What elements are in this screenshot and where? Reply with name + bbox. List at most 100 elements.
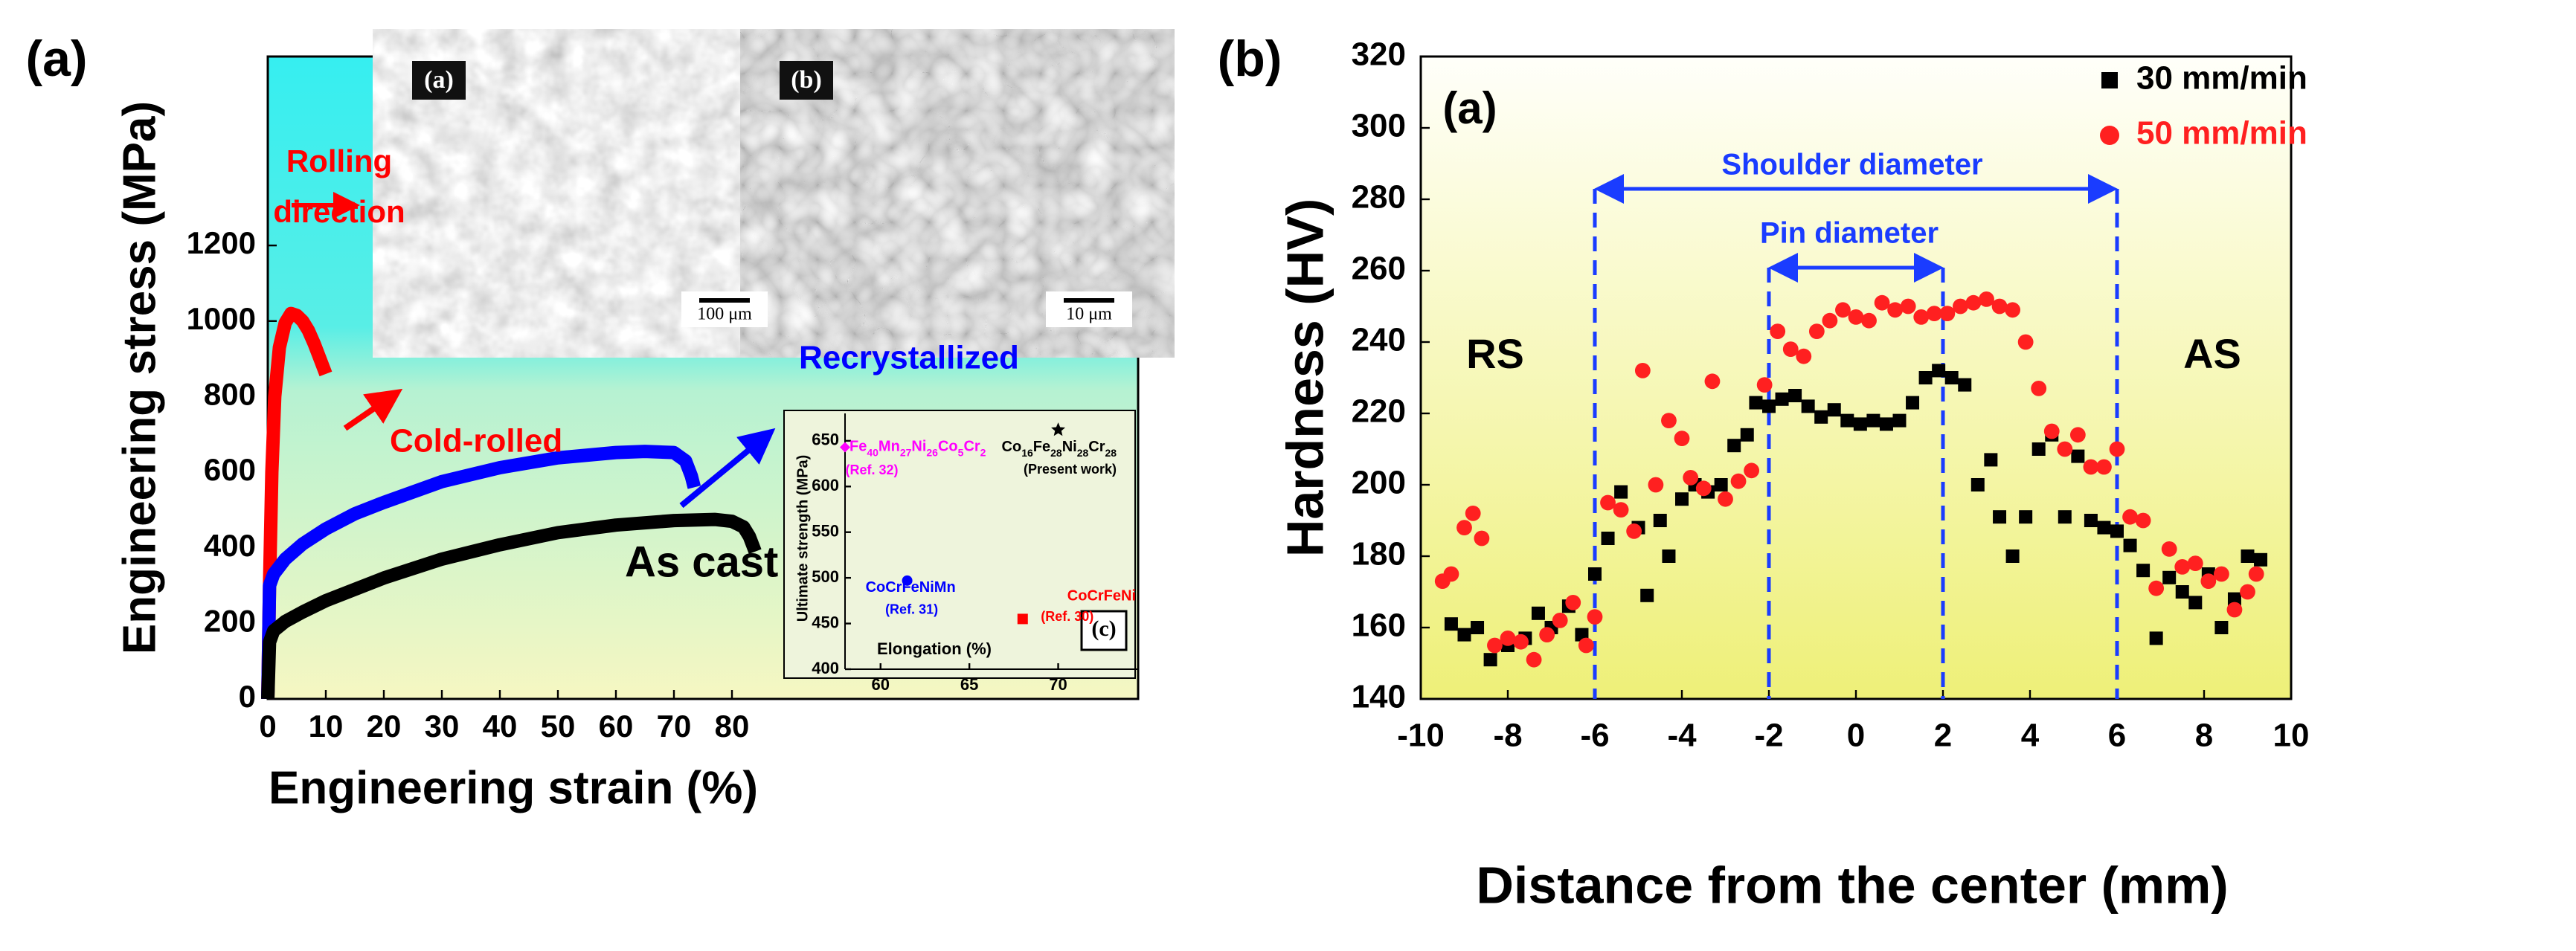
y-tick-label: 450 (812, 613, 839, 631)
inset-background (783, 410, 1136, 679)
point (1471, 621, 1485, 634)
curve (261, 445, 701, 700)
annotation: Pin diameter (1760, 217, 1939, 250)
arrow (679, 428, 776, 509)
point (1662, 549, 1676, 563)
point (840, 442, 850, 453)
micrograph (777, 57, 1138, 330)
point (2175, 585, 2189, 599)
point (2031, 442, 2046, 456)
point (1762, 399, 1776, 413)
point (1601, 532, 1615, 545)
point (1674, 431, 1690, 446)
x-tick-label: 6 (2108, 718, 2126, 754)
point (1991, 298, 2008, 315)
point (2254, 552, 2268, 567)
point (1526, 651, 1542, 668)
x-tick-label: 70 (657, 709, 692, 744)
scale-bar-box (1046, 291, 1132, 327)
point (1683, 470, 1699, 486)
y-tick-label: 500 (812, 567, 839, 586)
y-tick-label: 1000 (187, 301, 256, 336)
point (1444, 617, 1458, 631)
x-tick-label: 10 (309, 709, 344, 744)
point (2083, 459, 2099, 475)
point (1965, 294, 1982, 311)
y-axis-label: Ultimate strength (MPa) (794, 455, 811, 622)
y-tick-label: 600 (812, 476, 839, 494)
scale-bar-label: 10 μm (1066, 305, 1112, 324)
point (1483, 653, 1497, 667)
point-note: (Present work) (1024, 462, 1117, 477)
point (1626, 523, 1642, 539)
point (1565, 595, 1581, 610)
image-label-box (780, 61, 833, 100)
point (1443, 566, 1459, 582)
panel-label: (c) (1091, 616, 1116, 641)
y-axis-label: Engineering stress (MPa) (114, 101, 165, 654)
x-tick-label: 70 (1049, 675, 1067, 694)
point (1932, 364, 1946, 378)
curve (261, 512, 762, 700)
y-tick-label: 160 (1352, 607, 1406, 644)
point (1614, 485, 1628, 499)
x-tick-label: 50 (541, 709, 576, 744)
point (1958, 378, 1972, 392)
x-tick-label: -6 (1580, 718, 1609, 754)
legend-label: 30 mm/min (2136, 60, 2307, 97)
point (1796, 348, 1812, 364)
legend-label: 50 mm/min (2136, 115, 2307, 152)
point-label: CoCrFeNiMn (866, 579, 956, 596)
image-label-box (412, 61, 466, 100)
point (1661, 413, 1677, 428)
point (1979, 291, 1994, 307)
point (2200, 573, 2217, 589)
y-tick-label: 260 (1352, 251, 1406, 287)
y-tick-label: 800 (204, 377, 256, 412)
point (1788, 389, 1802, 402)
scale-bar-label: 100 μm (697, 305, 752, 324)
x-tick-label: 2 (1934, 718, 1952, 754)
y-tick-label: 1200 (187, 225, 256, 260)
point (1513, 634, 1529, 650)
point (2187, 555, 2203, 571)
point (1552, 613, 1568, 628)
point (1718, 491, 1733, 507)
curve (261, 306, 333, 700)
x-tick-label: -4 (1667, 718, 1697, 754)
point (2019, 510, 2033, 524)
point (1740, 428, 1754, 442)
point (1874, 294, 1890, 311)
point (1634, 363, 1651, 378)
series-label: Cold-rolled (390, 423, 562, 460)
point (1993, 510, 2007, 524)
panel-label: (a) (25, 30, 87, 87)
micrograph (409, 57, 774, 330)
point (1913, 309, 1930, 325)
point (1853, 417, 1867, 431)
x-tick-label: 30 (425, 709, 460, 744)
point (1500, 631, 1516, 646)
point (2109, 441, 2125, 457)
x-tick-label: 60 (599, 709, 634, 744)
image-label: (b) (791, 66, 822, 94)
point (1531, 606, 1545, 620)
point (2071, 449, 2085, 463)
annotation: Shoulder diameter (1721, 149, 1982, 181)
point (2240, 584, 2255, 600)
point (2097, 520, 2111, 535)
legend-marker (2101, 72, 2118, 88)
y-tick-label: 400 (812, 659, 839, 677)
point (2084, 514, 2098, 527)
x-tick-label: -10 (1397, 718, 1445, 754)
point (1770, 323, 1786, 339)
point (1653, 514, 1667, 527)
point (2110, 524, 2124, 538)
point (2149, 631, 2163, 645)
point (2162, 570, 2177, 584)
x-tick-label: 10 (2273, 718, 2310, 754)
point (902, 575, 913, 586)
point-note: (Ref. 31) (885, 602, 938, 617)
y-tick-label: 240 (1352, 322, 1406, 358)
